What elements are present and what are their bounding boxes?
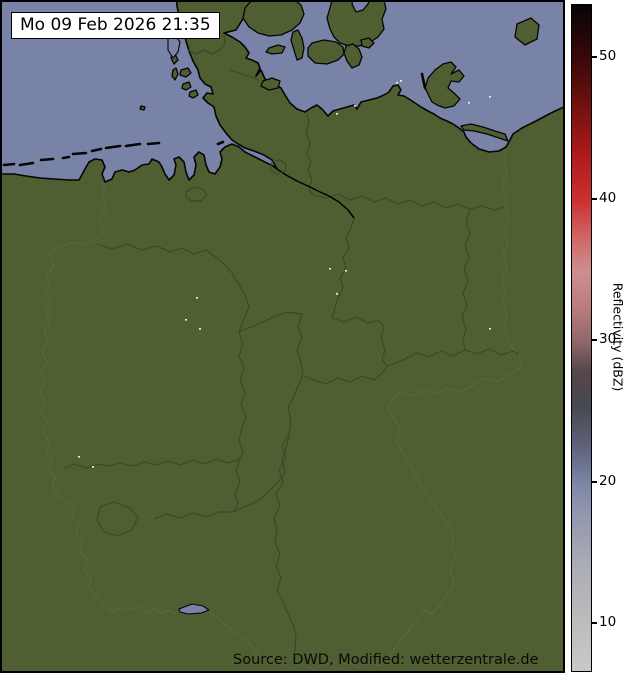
- baltic-islands: [242, 2, 540, 142]
- lake-constance: [178, 603, 210, 615]
- germany-radar-map: [2, 2, 563, 671]
- radar-echoes: [78, 80, 491, 468]
- frisian-islands: [2, 140, 225, 167]
- colorbar-tick-label: 40: [599, 190, 617, 206]
- colorbar-tick: [592, 56, 597, 58]
- colorbar-tick: [592, 339, 597, 341]
- source-credit: Source: DWD, Modified: wetterzentrale.de: [233, 652, 539, 668]
- colorbar-tick: [592, 481, 597, 483]
- mainland-coastline: [2, 2, 563, 671]
- reflectivity-colorbar: [571, 4, 592, 672]
- national-borders: [39, 147, 523, 671]
- weather-map: Mo 09 Feb 2026 21:35 Source: DWD, Modifi…: [0, 0, 565, 673]
- colorbar-tick: [592, 198, 597, 200]
- timestamp-box: Mo 09 Feb 2026 21:35: [11, 12, 220, 39]
- ruegen-island: [424, 61, 465, 109]
- colorbar-tick-label: 30: [599, 331, 617, 347]
- north-frisian-islands: [139, 41, 199, 111]
- state-borders: [63, 34, 520, 653]
- colorbar-tick-label: 10: [599, 614, 617, 630]
- usedom-island: [460, 123, 509, 142]
- colorbar-tick-label: 20: [599, 473, 617, 489]
- bornholm-island: [514, 17, 540, 46]
- colorbar-tick: [592, 622, 597, 624]
- colorbar-axis-label: Reflectivity (dBZ): [610, 282, 626, 392]
- fehmarn-island: [260, 77, 281, 91]
- colorbar-tick-label: 50: [599, 48, 617, 64]
